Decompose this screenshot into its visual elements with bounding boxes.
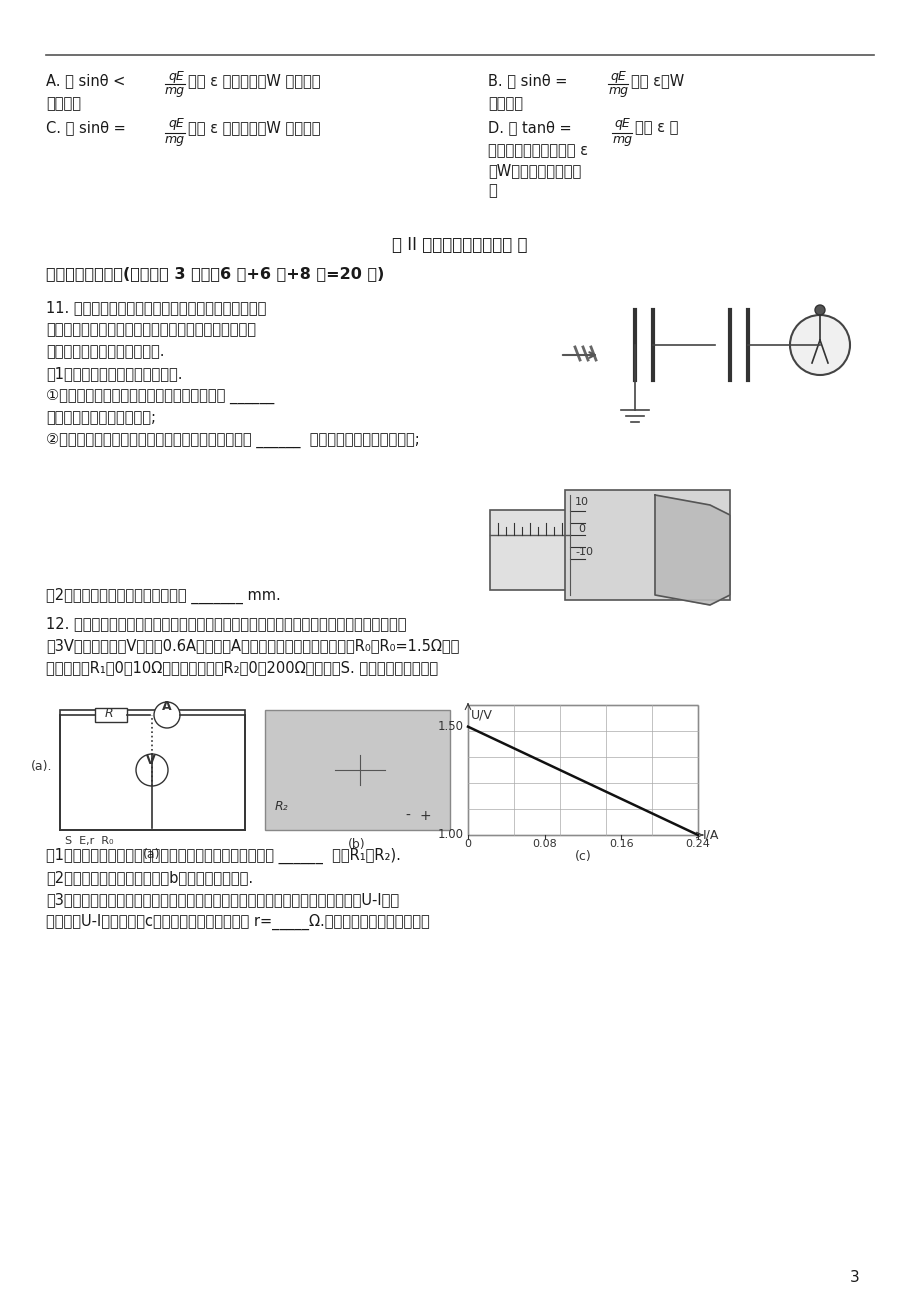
Text: 0.16: 0.16 (608, 838, 633, 849)
Text: 0: 0 (577, 523, 584, 534)
Bar (60, 710, 244, 829)
Text: 一定不变: 一定不变 (487, 96, 522, 111)
Text: 第 II 卷（实验题和计算题 ）: 第 II 卷（实验题和计算题 ） (391, 236, 528, 254)
Text: mg: mg (608, 85, 629, 98)
Text: （1）为方便实验调节和较准确地测量，滑动变阻器应选用 ______  （填R₁或R₂).: （1）为方便实验调节和较准确地测量，滑动变阻器应选用 ______ （填R₁或R… (46, 848, 401, 865)
Bar (564, 490, 729, 600)
Text: qE: qE (168, 70, 184, 83)
Circle shape (789, 315, 849, 375)
Text: （2）用笔画线代替导线在图（b）中完成电路连接.: （2）用笔画线代替导线在图（b）中完成电路连接. (46, 870, 253, 885)
Bar (265, 710, 449, 829)
Text: (a).: (a). (31, 760, 52, 773)
Text: 系中画出U-I图线如图（c）所示，则于电池的内阻 r=_____Ω.（结果保留两位有效数字）: 系中画出U-I图线如图（c）所示，则于电池的内阻 r=_____Ω.（结果保留两… (46, 914, 429, 930)
Text: +: + (420, 809, 431, 823)
Text: R: R (105, 707, 114, 720)
Text: A. 若 sinθ <: A. 若 sinθ < (46, 73, 130, 89)
Text: qE: qE (613, 117, 630, 130)
Text: 一定不变: 一定不变 (46, 96, 81, 111)
Text: qE: qE (609, 70, 625, 83)
Text: I/A: I/A (702, 828, 719, 841)
Text: C. 若 sinθ =: C. 若 sinθ = (46, 120, 130, 135)
Text: ，则 ε 一定增加，W 一定减小: ，则 ε 一定增加，W 一定减小 (187, 120, 320, 135)
Text: (c): (c) (574, 850, 591, 863)
Circle shape (136, 754, 168, 786)
Text: qE: qE (168, 117, 184, 130)
Text: ，则 ε 可: ，则 ε 可 (634, 120, 677, 135)
Text: 滑动变阻器R₁（0～10Ω），滑动变阻器R₂（0～200Ω），电键S. 实验电路原理图如图: 滑动变阻器R₁（0～10Ω），滑动变阻器R₂（0～200Ω），电键S. 实验电路… (46, 660, 437, 674)
Text: R₂: R₂ (275, 799, 289, 812)
Text: mg: mg (165, 133, 185, 146)
Text: 三、实验题探究题(本大题共 3 小题，6 分+6 分+8 分=20 分): 三、实验题探究题(本大题共 3 小题，6 分+6 分+8 分=20 分) (46, 266, 384, 281)
Text: 3: 3 (849, 1269, 859, 1285)
Text: U/V: U/V (471, 708, 493, 721)
Text: ，则 ε、W: ，则 ε、W (630, 73, 684, 89)
Text: 1.00: 1.00 (437, 828, 463, 841)
Text: B. 若 sinθ =: B. 若 sinθ = (487, 73, 572, 89)
Text: 12. 为了较精确地测量一节干电池的内阻，可用以下给定的器材和一些导线来完成实验：量: 12. 为了较精确地测量一节干电池的内阻，可用以下给定的器材和一些导线来完成实验… (46, 616, 406, 631)
Text: 10: 10 (574, 497, 588, 506)
Text: mg: mg (165, 85, 185, 98)
Text: 11. 如图所示实验装置可用来探究影响平行板电容器的: 11. 如图所示实验装置可用来探究影响平行板电容器的 (46, 299, 267, 315)
Text: mg: mg (612, 133, 632, 146)
Text: (a): (a) (143, 848, 161, 861)
Text: 因素，其中电容器左侧极板和静电计外壳接地，电容器: 因素，其中电容器左侧极板和静电计外壳接地，电容器 (46, 322, 255, 337)
Text: （3）实验中改变滑动变阻器的阻值，测出几组电流表和电压表的读数，在给出的U-I坐标: （3）实验中改变滑动变阻器的阻值，测出几组电流表和电压表的读数，在给出的U-I坐… (46, 892, 399, 907)
Text: -10: -10 (574, 547, 593, 557)
Text: 0.08: 0.08 (532, 838, 556, 849)
Text: (b): (b) (347, 838, 366, 852)
Text: 0: 0 (464, 838, 471, 849)
Text: 0.24: 0.24 (685, 838, 709, 849)
Text: ①将左极板上移，可观察到静电计指针偏转角 ______: ①将左极板上移，可观察到静电计指针偏转角 ______ (46, 389, 274, 404)
Text: 1.50: 1.50 (437, 720, 463, 733)
Bar (468, 704, 698, 835)
Circle shape (153, 702, 180, 728)
Polygon shape (654, 495, 729, 605)
Text: （2）从图中读得某金属丝的直径为 _______ mm.: （2）从图中读得某金属丝的直径为 _______ mm. (46, 589, 280, 604)
Text: 程3V的理想电压表V，量程0.6A的电流表A（具有一定内阻），定值电阻R₀（R₀=1.5Ω），: 程3V的理想电压表V，量程0.6A的电流表A（具有一定内阻），定值电阻R₀（R₀… (46, 638, 459, 654)
Text: A: A (162, 700, 172, 713)
Text: （1）使电容器带电后与电源断开.: （1）使电容器带电后与电源断开. (46, 366, 182, 381)
Text: 变: 变 (487, 184, 496, 198)
Circle shape (814, 305, 824, 315)
Text: 右侧极板与列电计金属球相连.: 右侧极板与列电计金属球相连. (46, 344, 165, 359)
Text: 与W的总和一定保持不: 与W的总和一定保持不 (487, 163, 581, 178)
Text: D. 若 tanθ =: D. 若 tanθ = (487, 120, 575, 135)
Text: （选填变大，变小或不变）;: （选填变大，变小或不变）; (46, 410, 156, 424)
Bar (490, 510, 570, 590)
Text: -: - (404, 809, 410, 823)
Text: 能增加、也可能少，但 ε: 能增加、也可能少，但 ε (487, 143, 587, 158)
Bar (95, 708, 127, 723)
Text: S  E,r  R₀: S E,r R₀ (65, 836, 113, 846)
Text: ②两板间插入一块玻璃，可观察到静电计指针偏转角 ______  （选填变大、变小或不变）;: ②两板间插入一块玻璃，可观察到静电计指针偏转角 ______ （选填变大、变小或… (46, 434, 419, 448)
Text: V: V (146, 754, 155, 767)
Text: ，则 ε 一定减少，W 一定增加: ，则 ε 一定减少，W 一定增加 (187, 73, 320, 89)
